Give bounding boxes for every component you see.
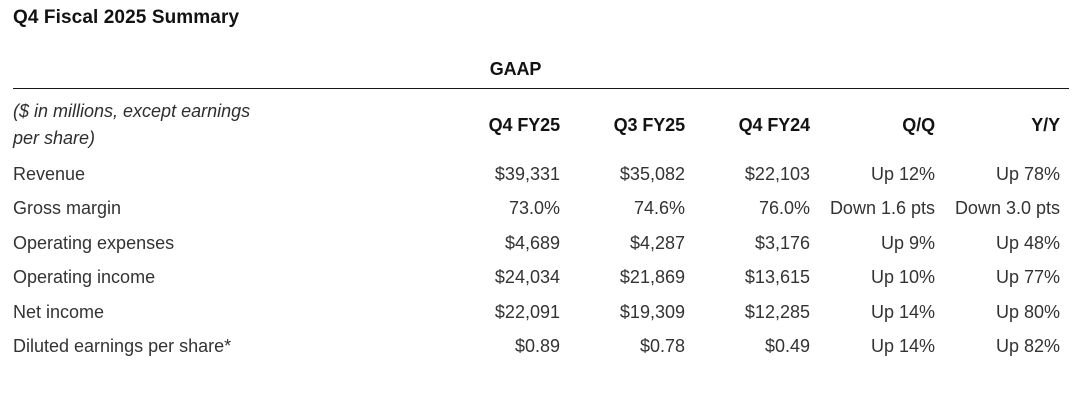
row-label-diluted-eps: Diluted earnings per share* xyxy=(13,336,232,357)
cell: $22,103 xyxy=(744,163,810,184)
cell: $13,615 xyxy=(744,267,810,288)
cell: $12,285 xyxy=(744,301,810,322)
cell: Up 48% xyxy=(995,232,1060,253)
column-header-qq: Q/Q xyxy=(902,114,935,135)
gaap-header-row: GAAP xyxy=(13,59,1069,89)
cell: $3,176 xyxy=(754,232,810,253)
cell: Down 1.6 pts xyxy=(829,198,935,219)
cell: $4,689 xyxy=(504,232,560,253)
cell: 74.6% xyxy=(633,198,685,219)
cell: $0.49 xyxy=(764,336,810,357)
cell: Up 14% xyxy=(870,336,935,357)
column-header-q3-fy25: Q3 FY25 xyxy=(613,114,685,135)
table-row-net-income: Net income $22,091 $19,309 $12,285 Up 14… xyxy=(13,295,1077,330)
cell: $24,034 xyxy=(494,267,560,288)
unit-note: ($ in millions, except earnings per shar… xyxy=(13,98,435,152)
unit-note-line2: per share) xyxy=(13,128,96,148)
cell: $21,869 xyxy=(619,267,685,288)
table-row-operating-income: Operating income $24,034 $21,869 $13,615… xyxy=(13,261,1077,296)
cell: Up 14% xyxy=(870,301,935,322)
cell: Up 77% xyxy=(995,267,1060,288)
table-row-revenue: Revenue $39,331 $35,082 $22,103 Up 12% U… xyxy=(13,157,1077,192)
cell: 76.0% xyxy=(758,198,810,219)
cell: Up 9% xyxy=(880,232,935,253)
column-header-yy: Y/Y xyxy=(1031,114,1060,135)
cell: $0.89 xyxy=(514,336,560,357)
row-label-gross-margin: Gross margin xyxy=(13,198,122,219)
row-label-revenue: Revenue xyxy=(13,163,86,184)
gaap-group-header: GAAP xyxy=(489,59,542,79)
cell: $22,091 xyxy=(494,301,560,322)
cell: Up 12% xyxy=(870,163,935,184)
cell: Down 3.0 pts xyxy=(954,198,1060,219)
cell: $39,331 xyxy=(494,163,560,184)
column-header-q4-fy24: Q4 FY24 xyxy=(738,114,810,135)
unit-note-line1: ($ in millions, except earnings xyxy=(13,101,251,121)
cell: Up 82% xyxy=(995,336,1060,357)
cell: Up 78% xyxy=(995,163,1060,184)
cell: $35,082 xyxy=(619,163,685,184)
cell: Up 80% xyxy=(995,301,1060,322)
table-column-header-row: ($ in millions, except earnings per shar… xyxy=(13,89,1077,157)
earnings-summary-page: Q4 Fiscal 2025 Summary GAAP ($ in millio… xyxy=(0,7,1077,364)
row-label-operating-income: Operating income xyxy=(13,267,156,288)
cell: $0.78 xyxy=(639,336,685,357)
page-title: Q4 Fiscal 2025 Summary xyxy=(13,7,240,28)
row-label-net-income: Net income xyxy=(13,301,105,322)
column-header-q4-fy25: Q4 FY25 xyxy=(488,114,560,135)
table-row-operating-expenses: Operating expenses $4,689 $4,287 $3,176 … xyxy=(13,226,1077,261)
table-row-diluted-eps: Diluted earnings per share* $0.89 $0.78 … xyxy=(13,330,1077,365)
cell: Up 10% xyxy=(870,267,935,288)
cell: 73.0% xyxy=(508,198,560,219)
row-label-operating-expenses: Operating expenses xyxy=(13,232,175,253)
cell: $19,309 xyxy=(619,301,685,322)
table-row-gross-margin: Gross margin 73.0% 74.6% 76.0% Down 1.6 … xyxy=(13,192,1077,227)
cell: $4,287 xyxy=(629,232,685,253)
